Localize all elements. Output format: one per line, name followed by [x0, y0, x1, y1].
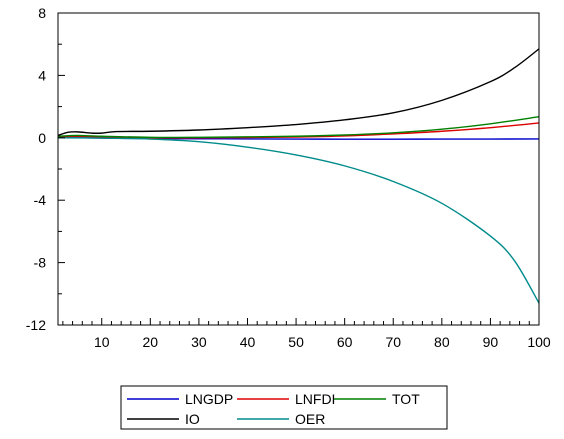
x-tick-label: 100	[527, 334, 551, 350]
y-tick-label: -8	[34, 255, 47, 271]
plot-area	[57, 48, 540, 304]
x-tick-label: 70	[385, 334, 401, 350]
x-tick-label: 30	[191, 334, 207, 350]
legend-label-lnfdi: LNFDI	[295, 391, 335, 407]
legend-label-tot: TOT	[392, 391, 420, 407]
legend-label-io: IO	[185, 411, 200, 427]
legend-label-oer: OER	[295, 411, 325, 427]
x-tick-label: 10	[94, 334, 110, 350]
legend: LNGDP LNFDI TOT IO OER	[120, 385, 448, 430]
x-tick-label: 40	[240, 334, 256, 350]
y-tick-label: 4	[38, 67, 46, 83]
series-line-io	[57, 48, 540, 137]
series-line-oer	[57, 137, 540, 304]
x-tick-label: 90	[483, 334, 499, 350]
plot-frame	[57, 12, 540, 326]
x-tick-label: 50	[288, 334, 304, 350]
legend-label-lngdp: LNGDP	[185, 391, 233, 407]
y-tick-label: 8	[38, 5, 46, 21]
x-tick-label: 80	[434, 334, 450, 350]
series-line-lnfdi	[57, 122, 540, 139]
y-tick-label: -12	[26, 317, 46, 333]
x-tick-label: 60	[337, 334, 353, 350]
x-tick-label: 20	[143, 334, 159, 350]
series-line-tot	[57, 116, 540, 139]
legend-box	[120, 385, 448, 430]
y-tick-label: 0	[38, 130, 46, 146]
y-tick-label: -4	[34, 192, 47, 208]
